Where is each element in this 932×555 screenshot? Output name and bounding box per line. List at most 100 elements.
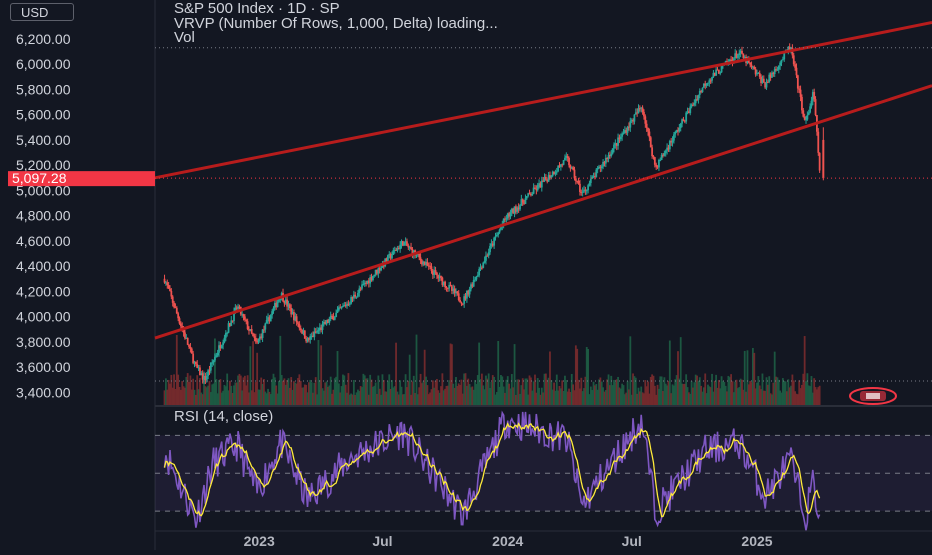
volume-bar [557,390,560,405]
symbol-title[interactable]: S&P 500 Index · 1D · SP [174,0,340,17]
volume-bar [474,380,476,405]
volume-bar [638,391,641,405]
volume-bar [459,384,461,405]
volume-bar [399,380,402,405]
volume-bar [796,394,799,405]
volume-bar [583,388,585,405]
candle-body [614,143,617,145]
candle-body [508,213,511,217]
volume-bar [208,381,211,405]
volume-bar [760,389,762,405]
currency-button[interactable]: USD [10,3,74,21]
candle-body [241,314,244,316]
volume-bar [352,379,355,405]
candle-body [623,130,626,134]
candle-body [370,277,373,281]
volume-bar [429,392,432,405]
volume-bar [226,373,229,405]
candle-body [301,330,303,334]
volume-bar [685,374,688,405]
candle-body [197,367,200,369]
volume-bar [683,383,686,405]
volume-bar [463,373,466,405]
candle-body [498,229,501,233]
volume-bar [264,391,267,405]
volume-bar [192,378,195,405]
candle-body [675,130,678,133]
volume-bar [346,392,348,405]
candle-body [528,193,531,195]
volume-bar [712,391,715,405]
volume-bar [257,389,260,405]
volume-bar [397,394,400,405]
rsi-indicator-label[interactable]: RSI (14, close) [174,408,274,425]
volume-bar [456,386,459,405]
candle-body [551,171,554,177]
volume-bar [791,374,794,405]
candle-body [178,318,181,324]
candle-body [599,166,602,169]
candle-body [396,248,399,251]
candle-body [558,165,561,167]
candle-body [393,249,396,251]
candle-body [381,263,384,268]
candle-body [253,336,256,338]
volume-bar [426,385,429,405]
volume-bar [647,381,649,405]
volume-bar [220,392,223,405]
candle-body [734,53,737,59]
volume-indicator-label[interactable]: Vol [174,29,195,46]
volume-profile-icon[interactable] [849,387,897,405]
candle-body [765,81,768,88]
volume-bar [698,377,701,405]
candle-body [430,266,433,271]
volume-bar [742,389,745,405]
candle-body [604,157,607,164]
volume-bar [457,383,460,405]
candle-body [279,298,282,300]
candle-body [544,176,547,180]
vrvp-indicator-label[interactable]: VRVP (Number Of Rows, 1,000, Delta) load… [174,15,498,32]
volume-bar [378,388,381,405]
volume-bar [696,375,698,405]
x-tick-label: Jul [622,533,642,549]
volume-bar [788,387,791,405]
volume-bar [414,392,417,405]
trendlines[interactable] [154,21,932,340]
volume-bar [358,391,361,405]
volume-bar [564,375,566,405]
volume-bar [717,380,720,405]
candle-body [490,243,493,247]
volume-bar [817,387,820,405]
volume-bar [185,376,188,405]
candle-body [587,185,590,191]
candle-body [287,304,290,307]
volume-bar [705,393,708,405]
candle-body [653,157,656,165]
candle-body [181,326,184,330]
candle-body [715,69,718,76]
candle-body [561,164,564,166]
volume-bar [784,381,787,405]
candle-body [630,120,633,122]
candle-body [271,311,274,316]
candle-body [179,323,182,327]
volume-bar [201,394,204,405]
volume-bar [490,381,493,405]
candle-body [327,320,329,323]
candle-body [190,348,193,354]
volume-bar [361,387,363,405]
y-tick-label: 4,800.00 [16,208,71,224]
volume-bar [406,387,408,405]
candle-body [532,187,535,194]
volume-bar [234,382,237,405]
volume-bar [230,385,233,405]
candle-body [565,156,568,158]
candle-body [519,205,521,210]
candle-body [758,72,761,77]
volume-bar [776,377,779,405]
volume-bar [440,386,442,405]
volume-bar [173,374,175,405]
volume-bar [652,375,655,405]
